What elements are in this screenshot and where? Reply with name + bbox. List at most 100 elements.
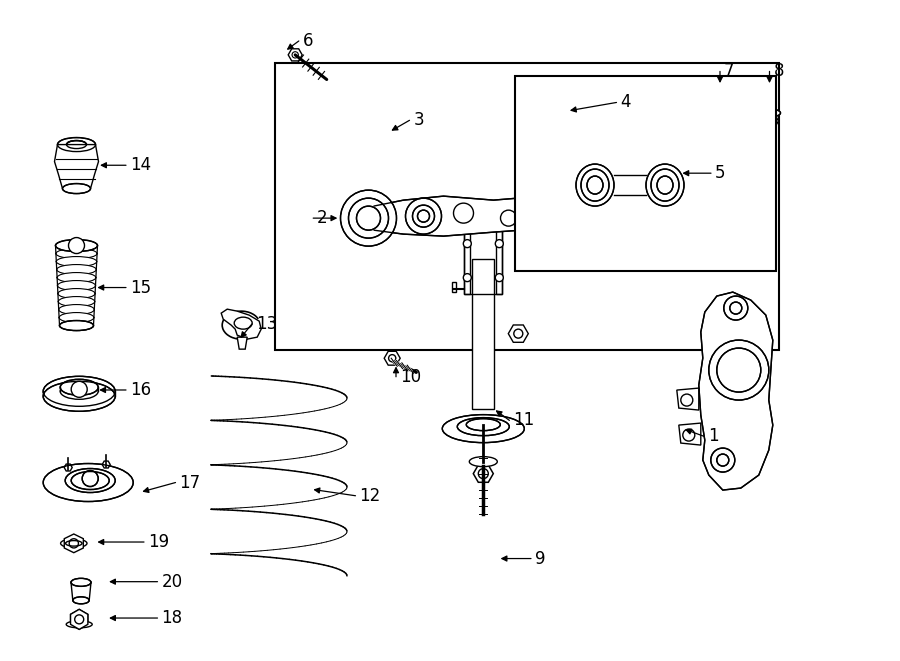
- Ellipse shape: [587, 176, 603, 194]
- Circle shape: [464, 240, 472, 248]
- Ellipse shape: [469, 457, 498, 467]
- Ellipse shape: [759, 109, 780, 117]
- Text: 15: 15: [130, 278, 151, 297]
- Bar: [274, 63, 778, 350]
- Text: 20: 20: [161, 572, 183, 591]
- Circle shape: [709, 340, 769, 400]
- Bar: [464, 223, 502, 293]
- Ellipse shape: [576, 164, 614, 206]
- Circle shape: [580, 214, 608, 242]
- Ellipse shape: [59, 313, 94, 323]
- Ellipse shape: [442, 414, 525, 443]
- Ellipse shape: [57, 272, 96, 282]
- Bar: [496, 223, 502, 293]
- Polygon shape: [679, 423, 701, 445]
- Ellipse shape: [59, 321, 94, 330]
- Text: 18: 18: [161, 609, 183, 627]
- Ellipse shape: [60, 383, 98, 399]
- Polygon shape: [384, 351, 400, 365]
- Polygon shape: [677, 388, 698, 410]
- Circle shape: [521, 216, 535, 230]
- Polygon shape: [374, 193, 598, 248]
- Circle shape: [412, 205, 435, 227]
- Circle shape: [724, 296, 748, 320]
- Ellipse shape: [58, 280, 95, 291]
- Polygon shape: [712, 114, 728, 128]
- Text: 6: 6: [302, 32, 313, 50]
- Polygon shape: [760, 113, 778, 129]
- Bar: [453, 282, 456, 292]
- Circle shape: [348, 198, 389, 238]
- Bar: [464, 223, 471, 293]
- Ellipse shape: [43, 381, 115, 411]
- Text: 4: 4: [620, 93, 631, 112]
- Text: 2: 2: [317, 209, 328, 227]
- Text: 12: 12: [359, 486, 381, 505]
- Ellipse shape: [59, 321, 94, 330]
- Circle shape: [711, 448, 734, 472]
- Bar: [472, 258, 494, 408]
- Ellipse shape: [43, 463, 133, 502]
- Circle shape: [495, 274, 503, 282]
- Ellipse shape: [457, 418, 509, 436]
- Text: 5: 5: [715, 164, 725, 182]
- Ellipse shape: [58, 289, 95, 299]
- Bar: [515, 76, 776, 271]
- Ellipse shape: [581, 169, 609, 201]
- Ellipse shape: [58, 137, 95, 151]
- Polygon shape: [64, 464, 72, 471]
- Circle shape: [356, 206, 381, 230]
- Text: 7: 7: [724, 62, 734, 81]
- Text: 3: 3: [413, 111, 424, 130]
- Ellipse shape: [56, 241, 97, 251]
- Ellipse shape: [466, 418, 500, 430]
- Circle shape: [730, 302, 742, 314]
- Ellipse shape: [57, 256, 96, 266]
- Circle shape: [71, 381, 87, 397]
- Ellipse shape: [73, 597, 89, 604]
- Polygon shape: [64, 534, 84, 553]
- Circle shape: [716, 454, 729, 466]
- Circle shape: [68, 237, 85, 254]
- Ellipse shape: [43, 376, 115, 407]
- Ellipse shape: [67, 621, 92, 628]
- Ellipse shape: [651, 169, 679, 201]
- Circle shape: [464, 274, 472, 282]
- Circle shape: [406, 198, 442, 234]
- Text: 19: 19: [148, 533, 169, 551]
- Ellipse shape: [710, 110, 730, 116]
- Polygon shape: [473, 465, 493, 483]
- Ellipse shape: [657, 176, 673, 194]
- Text: 16: 16: [130, 381, 151, 399]
- Polygon shape: [103, 461, 110, 468]
- Circle shape: [500, 210, 517, 226]
- Ellipse shape: [56, 249, 97, 258]
- Circle shape: [680, 394, 693, 406]
- Ellipse shape: [58, 305, 94, 315]
- Polygon shape: [508, 325, 528, 342]
- Text: 13: 13: [256, 315, 277, 333]
- Text: 8: 8: [773, 62, 784, 81]
- Ellipse shape: [56, 239, 97, 252]
- Circle shape: [340, 190, 397, 246]
- Text: 17: 17: [179, 473, 201, 492]
- Ellipse shape: [646, 164, 684, 206]
- Polygon shape: [221, 309, 261, 339]
- Polygon shape: [288, 49, 302, 61]
- Polygon shape: [70, 609, 88, 629]
- Polygon shape: [70, 609, 88, 629]
- Circle shape: [586, 220, 601, 236]
- Text: 11: 11: [513, 411, 535, 430]
- Ellipse shape: [67, 141, 86, 149]
- Text: 14: 14: [130, 156, 151, 175]
- Polygon shape: [238, 337, 248, 349]
- Ellipse shape: [57, 264, 96, 274]
- Circle shape: [716, 348, 760, 392]
- Ellipse shape: [58, 297, 94, 307]
- Text: 9: 9: [535, 549, 545, 568]
- Circle shape: [495, 240, 503, 248]
- Ellipse shape: [60, 379, 98, 395]
- Ellipse shape: [60, 539, 87, 548]
- Circle shape: [82, 471, 98, 486]
- Ellipse shape: [65, 469, 115, 492]
